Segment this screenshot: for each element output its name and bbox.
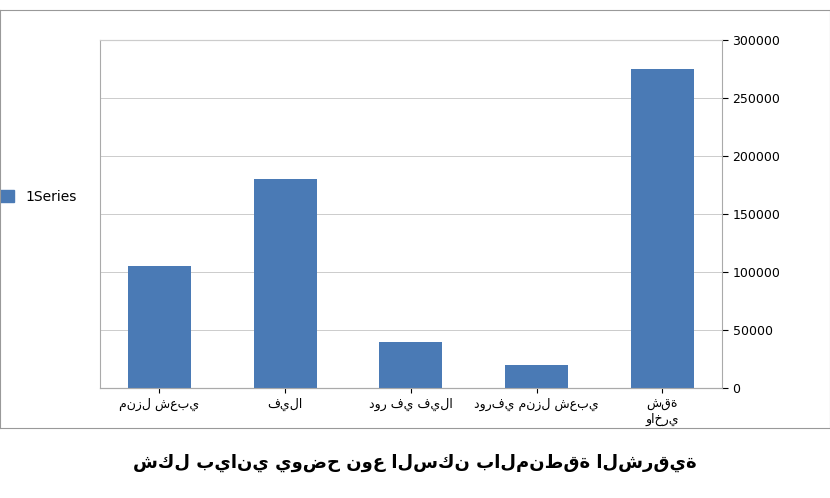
Legend: 1Series: 1Series (0, 184, 82, 209)
Text: شكل بياني يوضح نوع السكن بالمنطقة الشرقية: شكل بياني يوضح نوع السكن بالمنطقة الشرقي… (133, 454, 697, 472)
Bar (128, 266, 191, 388)
Bar (379, 342, 442, 388)
Bar (254, 179, 316, 388)
Bar (505, 365, 568, 388)
Bar (631, 69, 694, 388)
